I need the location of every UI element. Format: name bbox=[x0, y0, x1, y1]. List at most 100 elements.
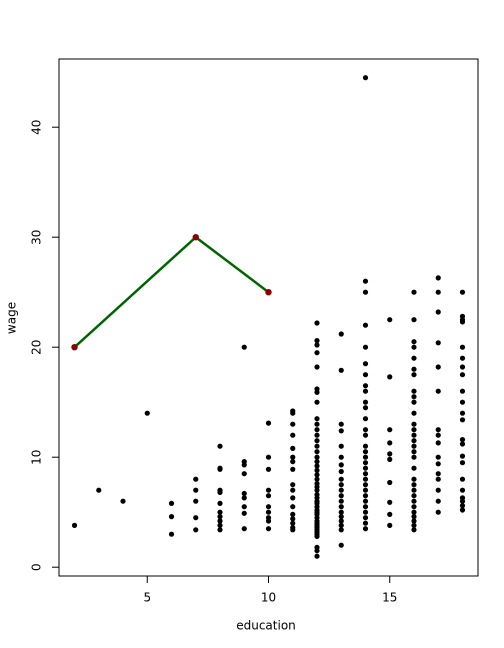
point bbox=[217, 509, 223, 515]
point bbox=[387, 499, 393, 505]
point bbox=[411, 527, 417, 533]
point bbox=[435, 454, 441, 460]
point bbox=[362, 372, 369, 378]
point bbox=[217, 518, 223, 524]
point bbox=[435, 427, 441, 433]
point bbox=[338, 514, 344, 520]
point bbox=[411, 504, 417, 510]
point bbox=[435, 309, 441, 315]
point bbox=[314, 454, 320, 460]
point bbox=[362, 432, 369, 438]
point bbox=[144, 410, 150, 416]
point bbox=[120, 498, 126, 504]
point bbox=[411, 394, 417, 400]
point bbox=[265, 487, 272, 493]
point bbox=[338, 518, 344, 524]
point bbox=[387, 427, 393, 433]
point bbox=[387, 522, 393, 529]
point bbox=[411, 449, 417, 455]
point bbox=[265, 504, 272, 510]
point bbox=[217, 514, 223, 520]
point bbox=[290, 504, 296, 510]
point bbox=[411, 514, 417, 520]
point bbox=[362, 278, 369, 284]
point bbox=[411, 438, 417, 444]
point bbox=[459, 355, 466, 361]
point bbox=[435, 440, 441, 446]
x-tick-label: 15 bbox=[382, 591, 397, 605]
point bbox=[338, 421, 344, 427]
x-tick-label: 10 bbox=[261, 591, 276, 605]
point bbox=[241, 495, 247, 501]
point bbox=[338, 462, 344, 468]
point bbox=[314, 432, 320, 438]
point bbox=[338, 498, 344, 504]
point bbox=[168, 500, 175, 506]
point bbox=[362, 465, 369, 471]
point bbox=[362, 482, 369, 488]
point bbox=[290, 487, 296, 493]
point bbox=[314, 438, 320, 444]
point bbox=[290, 482, 296, 488]
point bbox=[411, 289, 417, 295]
point bbox=[314, 481, 320, 487]
point bbox=[290, 466, 296, 472]
x-axis-label: education bbox=[236, 619, 296, 633]
point bbox=[459, 313, 466, 319]
point bbox=[387, 456, 393, 462]
point bbox=[314, 544, 320, 551]
point bbox=[387, 440, 393, 446]
point bbox=[411, 476, 417, 482]
point bbox=[314, 553, 320, 559]
line-point bbox=[71, 344, 78, 351]
point bbox=[411, 465, 417, 471]
point bbox=[193, 498, 199, 504]
point bbox=[338, 443, 344, 449]
point bbox=[338, 522, 344, 529]
point bbox=[411, 410, 417, 416]
point bbox=[314, 364, 320, 370]
point bbox=[338, 331, 344, 337]
point bbox=[241, 471, 247, 477]
point bbox=[362, 509, 369, 515]
point bbox=[459, 453, 466, 459]
point bbox=[338, 509, 344, 515]
y-tick-label: 0 bbox=[30, 563, 44, 571]
point bbox=[435, 509, 441, 515]
point bbox=[217, 522, 223, 529]
point bbox=[362, 471, 369, 477]
point bbox=[314, 443, 320, 449]
point bbox=[411, 493, 417, 499]
point bbox=[459, 441, 466, 447]
point bbox=[435, 461, 441, 467]
point bbox=[265, 454, 272, 460]
point bbox=[362, 498, 369, 504]
point bbox=[435, 340, 441, 346]
point bbox=[459, 289, 466, 295]
point bbox=[435, 364, 441, 370]
point bbox=[387, 511, 393, 517]
point bbox=[338, 428, 344, 434]
point bbox=[411, 454, 417, 460]
point bbox=[265, 493, 272, 499]
point bbox=[459, 417, 466, 423]
point bbox=[338, 367, 344, 373]
point bbox=[411, 427, 417, 433]
point bbox=[314, 421, 320, 427]
point bbox=[217, 443, 223, 449]
point bbox=[168, 531, 175, 537]
point bbox=[435, 471, 441, 477]
point bbox=[338, 504, 344, 510]
point bbox=[265, 515, 272, 521]
point bbox=[314, 427, 320, 433]
point bbox=[435, 498, 441, 504]
point bbox=[411, 522, 417, 529]
point bbox=[362, 416, 369, 422]
point bbox=[314, 459, 320, 465]
point bbox=[459, 495, 466, 501]
point bbox=[314, 399, 320, 405]
point bbox=[314, 320, 320, 326]
point bbox=[411, 498, 417, 504]
